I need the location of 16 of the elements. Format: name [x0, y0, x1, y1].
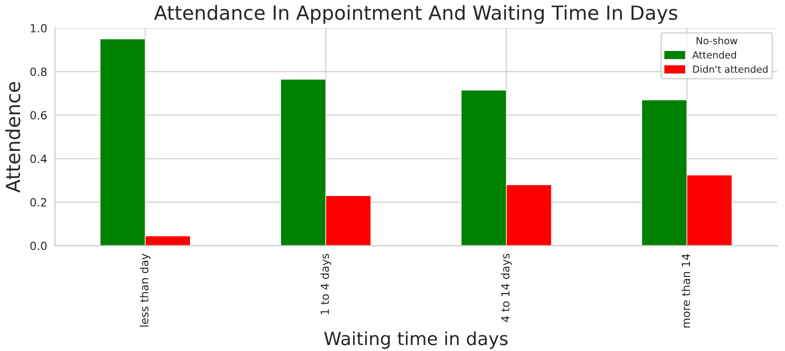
y-tick-label: 0.4 — [30, 154, 47, 164]
y-tick-label: 0.0 — [30, 242, 47, 250]
x-tick-label: more than 14 — [682, 254, 690, 328]
x-axis-title: Waiting time in days — [324, 331, 508, 349]
y-tick-label: 0.8 — [30, 68, 47, 76]
legend-label: Didn't attended — [693, 65, 768, 73]
y-tick-label: 0.6 — [30, 111, 47, 120]
legend-title: No-show — [696, 36, 738, 44]
x-tick-label: 4 to 14 days — [500, 254, 512, 322]
x-tick-label: less than day — [140, 254, 151, 327]
y-tick-label: 1.0 — [30, 24, 47, 32]
legend-label: Attended — [692, 51, 736, 59]
y-tick-label: 0.2 — [30, 198, 46, 207]
x-tick-label: 1 to 4 days — [320, 254, 332, 314]
y-axis-title: Attendence — [5, 82, 20, 193]
chart-title: Attendance In Appointment And Waiting Time In Days — [154, 4, 678, 24]
